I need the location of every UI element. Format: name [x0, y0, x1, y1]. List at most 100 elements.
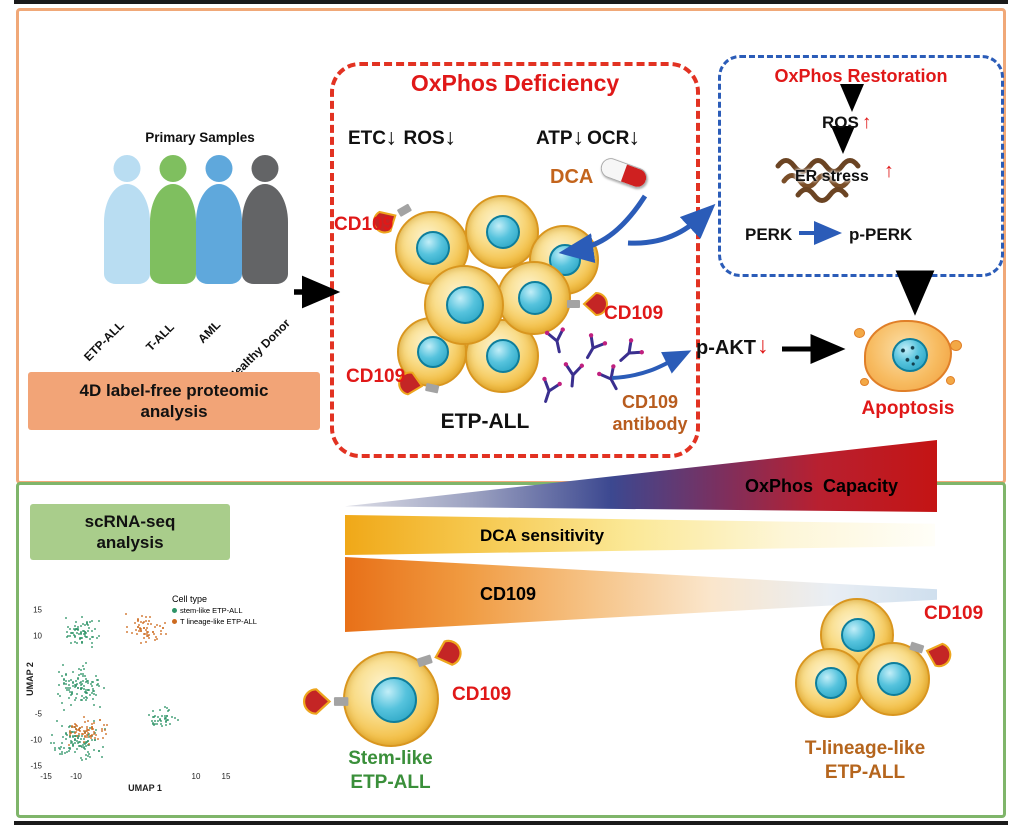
umap-dot [158, 708, 161, 711]
umap-dot [105, 733, 108, 736]
person-head [159, 155, 187, 182]
umap-dot [69, 703, 72, 706]
umap-dot [65, 733, 68, 736]
umap-dot [84, 632, 87, 635]
umap-dot [85, 696, 88, 699]
cd109-receptor-icon [372, 203, 412, 234]
umap-dot [156, 638, 159, 641]
person-body [150, 184, 196, 284]
umap-dot [139, 627, 142, 630]
scrna-line1: scRNA-seq [84, 511, 176, 531]
umap-dot [80, 632, 83, 635]
umap-dot [158, 625, 161, 628]
umap-dot [147, 634, 150, 637]
umap-dot [93, 748, 96, 751]
cd109-label-right: CD109 [604, 303, 664, 324]
umap-dot [75, 739, 78, 742]
proteomic-analysis-line1: 4D label-free proteomic [79, 380, 269, 400]
umap-dot [91, 725, 94, 728]
umap-dot [76, 678, 79, 681]
umap-dot [92, 722, 95, 724]
umap-dot [70, 691, 73, 694]
umap-dot [79, 730, 82, 733]
umap-dot [138, 629, 141, 632]
umap-dot [81, 630, 84, 633]
umap-dot [91, 684, 94, 687]
umap-dot [72, 631, 75, 634]
leukemia-cell [497, 261, 571, 335]
umap-dot [88, 733, 91, 736]
umap-dot [156, 623, 159, 626]
umap-dot [94, 628, 97, 631]
umap-dot [69, 641, 72, 644]
antibody-label-line1: CD109 [621, 392, 679, 412]
umap-y-tick-label: -5 [34, 709, 42, 719]
umap-dot [86, 743, 89, 746]
umap-dot [102, 745, 105, 748]
umap-dot [76, 676, 79, 679]
umap-dot [80, 726, 83, 729]
umap-dot [57, 692, 60, 695]
umap-dot [68, 743, 71, 746]
umap-dot [73, 738, 76, 741]
umap-dot [65, 738, 68, 741]
umap-dot [94, 732, 97, 735]
umap-dot [64, 731, 67, 734]
person-body [242, 184, 288, 284]
umap-dot [64, 683, 67, 686]
umap-dot [65, 679, 68, 682]
umap-dot [85, 621, 88, 624]
umap-dot [125, 626, 128, 629]
umap-dot [70, 739, 73, 742]
oxphos-deficiency-title: OxPhos Deficiency [410, 70, 620, 96]
down-arrow-icon: ↓ [628, 125, 641, 150]
umap-dot [90, 722, 93, 725]
umap-dot [90, 734, 93, 737]
umap-dot [91, 619, 94, 622]
ros-text: ROS [822, 113, 859, 132]
umap-dot [86, 691, 89, 694]
umap-dot [166, 718, 169, 721]
umap-dot [73, 741, 76, 744]
umap-x-tick-label: -15 [40, 772, 52, 781]
umap-dot [91, 691, 94, 694]
umap-dot [71, 725, 74, 728]
umap-dot [75, 627, 78, 630]
cd109-antibody-icon [586, 333, 608, 360]
umap-dot [88, 726, 91, 729]
umap-dot [85, 622, 88, 625]
umap-dot [71, 742, 74, 745]
cd109-label-lineage: CD109 [924, 603, 984, 624]
umap-dot [83, 716, 86, 719]
umap-dot [140, 629, 143, 632]
umap-dot [83, 742, 86, 745]
umap-dot [76, 628, 79, 631]
down-arrow-icon: ↓ [443, 125, 456, 150]
umap-dot [81, 641, 84, 644]
ros-restoration-label: ROS ↑ [822, 112, 871, 134]
umap-dot [91, 635, 94, 638]
umap-dot [69, 729, 72, 732]
umap-dot [152, 724, 155, 727]
umap-dot [59, 752, 62, 755]
umap-dot [80, 636, 83, 639]
umap-dot [164, 621, 167, 624]
umap-dot [162, 626, 165, 629]
apoptotic-fragment [854, 328, 865, 338]
umap-dot [93, 731, 96, 734]
umap-dot [153, 715, 156, 718]
umap-dot [137, 624, 140, 627]
apoptosis-label: Apoptosis [861, 398, 955, 419]
umap-dot [84, 634, 87, 637]
umap-dot [83, 696, 86, 699]
legend-entry-t-lineage: T lineage-like ETP-ALL [172, 617, 257, 626]
scrna-panel-frame [16, 482, 1006, 818]
umap-dot [165, 706, 168, 709]
umap-dot [76, 728, 79, 731]
umap-dot [91, 642, 94, 645]
scrna-seq-analysis-box: scRNA-seq analysis [30, 504, 230, 560]
umap-dot [77, 687, 80, 690]
umap-dot [134, 622, 137, 625]
umap-dot [83, 737, 86, 740]
umap-dot [58, 683, 61, 686]
